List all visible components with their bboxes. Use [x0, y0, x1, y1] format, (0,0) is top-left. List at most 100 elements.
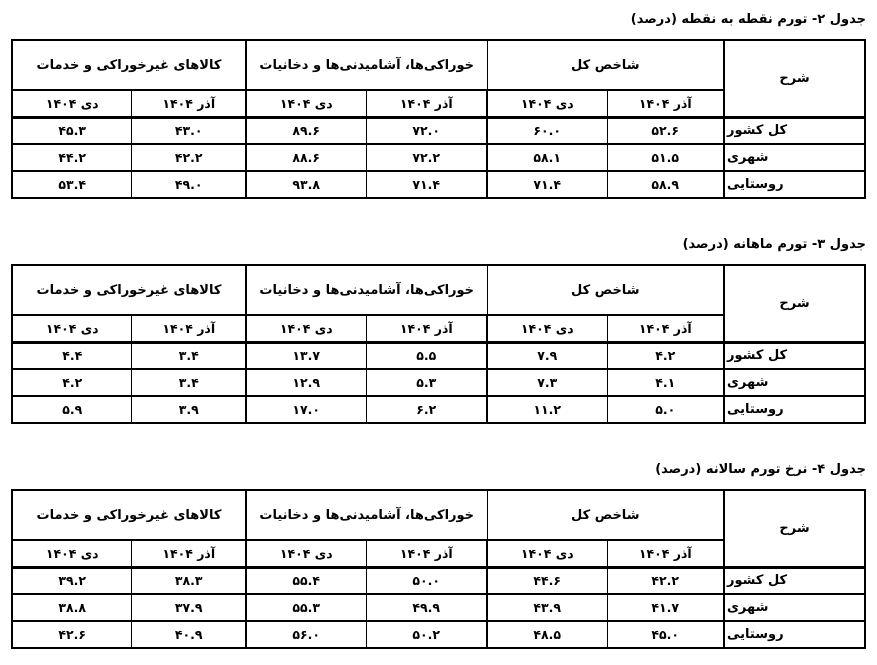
- month-header-dey: دی ۱۴۰۴: [244, 539, 367, 569]
- month-header-azar: آذر ۱۴۰۴: [606, 539, 725, 569]
- value-cell: ۴۲.۲: [131, 143, 247, 172]
- annual-inflation-table: شرح شاخص کل خوراکی‌ها، آشامیدنی‌ها و دخا…: [10, 489, 866, 649]
- value-cell: ۱۲.۹: [244, 368, 367, 397]
- value-cell: ۵۵.۴: [244, 566, 367, 595]
- value-cell: ۴۲.۶: [10, 620, 133, 649]
- row-label: شهری: [723, 143, 866, 172]
- month-header-dey: دی ۱۴۰۴: [10, 539, 133, 569]
- monthly-inflation-table: شرح شاخص کل خوراکی‌ها، آشامیدنی‌ها و دخا…: [10, 264, 866, 424]
- table-row-urban: شهری ۴۱.۷ ۴۳.۹ ۴۹.۹ ۵۵.۳ ۳۷.۹ ۳۸.۸: [10, 593, 866, 622]
- month-header-dey: دی ۱۴۰۴: [486, 539, 608, 569]
- row-label: روستایی: [723, 395, 866, 424]
- value-cell: ۴۳.۰: [131, 116, 247, 145]
- value-cell: ۴۲.۲: [606, 566, 725, 595]
- table-body: کل کشور ۴۲.۲ ۴۴.۶ ۵۰.۰ ۵۵.۴ ۳۸.۳ ۳۹.۲ شه…: [10, 566, 866, 649]
- value-cell: ۵.۵: [365, 341, 488, 370]
- column-group-total-index: شاخص کل: [486, 489, 725, 541]
- value-cell: ۸۹.۶: [244, 116, 367, 145]
- table-header: شرح شاخص کل خوراکی‌ها، آشامیدنی‌ها و دخا…: [10, 489, 866, 569]
- value-cell: ۴۱.۷: [606, 593, 725, 622]
- month-header-azar: آذر ۱۴۰۴: [606, 89, 725, 119]
- value-cell: ۴.۴: [10, 341, 133, 370]
- table-body: کل کشور ۴.۲ ۷.۹ ۵.۵ ۱۳.۷ ۳.۴ ۴.۴ شهری ۴.…: [10, 341, 866, 424]
- month-header-dey: دی ۱۴۰۴: [244, 314, 367, 344]
- table-row-rural: روستایی ۵۸.۹ ۷۱.۴ ۷۱.۴ ۹۳.۸ ۴۹.۰ ۵۳.۴: [10, 170, 866, 199]
- month-header-azar: آذر ۱۴۰۴: [131, 539, 247, 569]
- point-to-point-inflation-table: شرح شاخص کل خوراکی‌ها، آشامیدنی‌ها و دخا…: [10, 39, 866, 199]
- header-group-row: شرح شاخص کل خوراکی‌ها، آشامیدنی‌ها و دخا…: [10, 39, 866, 119]
- month-header-dey: دی ۱۴۰۴: [244, 89, 367, 119]
- value-cell: ۱۷.۰: [244, 395, 367, 424]
- value-cell: ۶.۲: [365, 395, 488, 424]
- header-group-row: شرح شاخص کل خوراکی‌ها، آشامیدنی‌ها و دخا…: [10, 489, 866, 569]
- value-cell: ۶۰.۰: [486, 116, 608, 145]
- table-title: جدول ۴- نرخ تورم سالانه (درصد): [655, 462, 866, 477]
- value-cell: ۵۲.۶: [606, 116, 725, 145]
- row-label: کل کشور: [723, 341, 866, 370]
- value-cell: ۴.۲: [606, 341, 725, 370]
- value-cell: ۵۰.۰: [365, 566, 488, 595]
- month-header-azar: آذر ۱۴۰۴: [365, 539, 488, 569]
- table-title: جدول ۳- تورم ماهانه (درصد): [682, 237, 866, 252]
- month-header-azar: آذر ۱۴۰۴: [365, 89, 488, 119]
- table-row-whole-country: کل کشور ۵۲.۶ ۶۰.۰ ۷۲.۰ ۸۹.۶ ۴۳.۰ ۴۵.۳: [10, 116, 866, 145]
- value-cell: ۱۳.۷: [244, 341, 367, 370]
- column-group-nonfood-services: کالاهای غیرخوراکی و خدمات: [10, 39, 247, 91]
- month-header-azar: آذر ۱۴۰۴: [131, 89, 247, 119]
- column-group-total-index: شاخص کل: [486, 39, 725, 91]
- value-cell: ۳.۴: [131, 341, 247, 370]
- column-header-description: شرح: [723, 39, 866, 119]
- month-header-dey: دی ۱۴۰۴: [10, 89, 133, 119]
- table-body: کل کشور ۵۲.۶ ۶۰.۰ ۷۲.۰ ۸۹.۶ ۴۳.۰ ۴۵.۳ شه…: [10, 116, 866, 199]
- value-cell: ۷.۳: [486, 368, 608, 397]
- value-cell: ۳.۴: [131, 368, 247, 397]
- month-header-azar: آذر ۱۴۰۴: [365, 314, 488, 344]
- column-header-description: شرح: [723, 489, 866, 569]
- value-cell: ۴.۲: [10, 368, 133, 397]
- column-group-total-index: شاخص کل: [486, 264, 725, 316]
- section-annual-inflation: جدول ۴- نرخ تورم سالانه (درصد) شرح شاخص …: [10, 460, 866, 649]
- table-row-urban: شهری ۴.۱ ۷.۳ ۵.۳ ۱۲.۹ ۳.۴ ۴.۲: [10, 368, 866, 397]
- table-row-whole-country: کل کشور ۴۲.۲ ۴۴.۶ ۵۰.۰ ۵۵.۴ ۳۸.۳ ۳۹.۲: [10, 566, 866, 595]
- column-group-food-beverages-tobacco: خوراکی‌ها، آشامیدنی‌ها و دخانیات: [244, 264, 488, 316]
- header-month-row: آذر ۱۴۰۴ دی ۱۴۰۴ آذر ۱۴۰۴ دی ۱۴۰۴ آذر ۱۴…: [10, 539, 865, 569]
- value-cell: ۵۵.۳: [244, 593, 367, 622]
- table-header: شرح شاخص کل خوراکی‌ها، آشامیدنی‌ها و دخا…: [10, 264, 866, 344]
- value-cell: ۴۴.۲: [10, 143, 133, 172]
- value-cell: ۳.۹: [131, 395, 247, 424]
- value-cell: ۵۶.۰: [244, 620, 367, 649]
- value-cell: ۵۳.۴: [10, 170, 133, 199]
- value-cell: ۵۸.۹: [606, 170, 725, 199]
- value-cell: ۷۱.۴: [486, 170, 608, 199]
- month-header-dey: دی ۱۴۰۴: [486, 89, 608, 119]
- value-cell: ۳۹.۲: [10, 566, 133, 595]
- row-label: کل کشور: [723, 116, 866, 145]
- table-row-rural: روستایی ۴۵.۰ ۴۸.۵ ۵۰.۲ ۵۶.۰ ۴۰.۹ ۴۲.۶: [10, 620, 866, 649]
- value-cell: ۴۵.۰: [606, 620, 725, 649]
- value-cell: ۱۱.۲: [486, 395, 608, 424]
- value-cell: ۵۰.۲: [365, 620, 488, 649]
- value-cell: ۷۲.۰: [365, 116, 488, 145]
- header-group-row: شرح شاخص کل خوراکی‌ها، آشامیدنی‌ها و دخا…: [10, 264, 866, 344]
- value-cell: ۹۳.۸: [244, 170, 367, 199]
- column-group-food-beverages-tobacco: خوراکی‌ها، آشامیدنی‌ها و دخانیات: [244, 39, 488, 91]
- value-cell: ۳۸.۸: [10, 593, 133, 622]
- value-cell: ۵۱.۵: [606, 143, 725, 172]
- value-cell: ۴۸.۵: [486, 620, 608, 649]
- header-month-row: آذر ۱۴۰۴ دی ۱۴۰۴ آذر ۱۴۰۴ دی ۱۴۰۴ آذر ۱۴…: [10, 314, 865, 344]
- value-cell: ۵۸.۱: [486, 143, 608, 172]
- header-month-row: آذر ۱۴۰۴ دی ۱۴۰۴ آذر ۱۴۰۴ دی ۱۴۰۴ آذر ۱۴…: [10, 89, 865, 119]
- column-group-food-beverages-tobacco: خوراکی‌ها، آشامیدنی‌ها و دخانیات: [244, 489, 488, 541]
- value-cell: ۴۳.۹: [486, 593, 608, 622]
- value-cell: ۳۸.۳: [131, 566, 247, 595]
- table-row-urban: شهری ۵۱.۵ ۵۸.۱ ۷۲.۲ ۸۸.۶ ۴۲.۲ ۴۴.۲: [10, 143, 866, 172]
- value-cell: ۴۹.۹: [365, 593, 488, 622]
- value-cell: ۴.۱: [606, 368, 725, 397]
- value-cell: ۴۰.۹: [131, 620, 247, 649]
- month-header-azar: آذر ۱۴۰۴: [606, 314, 725, 344]
- value-cell: ۷.۹: [486, 341, 608, 370]
- section-point-to-point-inflation: جدول ۲- تورم نقطه به نقطه (درصد) شرح شاخ…: [10, 10, 866, 199]
- value-cell: ۷۱.۴: [365, 170, 488, 199]
- row-label: شهری: [723, 593, 866, 622]
